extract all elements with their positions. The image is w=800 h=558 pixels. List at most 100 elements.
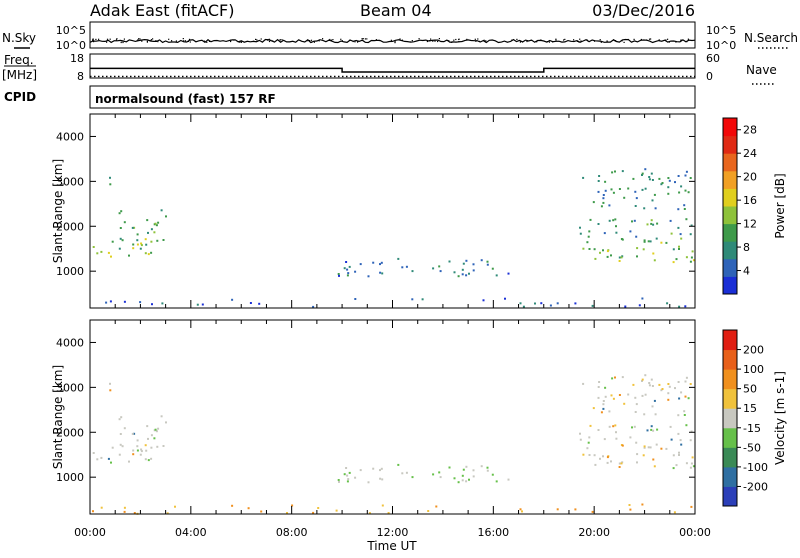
velocity-echo-cell [465, 480, 468, 483]
power-echo-cell [683, 208, 686, 210]
velocity-echo-cell [166, 512, 169, 515]
velocity-colorbar-swatch [723, 447, 737, 468]
noise-search-dot [146, 40, 148, 42]
velocity-echo-cell [634, 396, 637, 399]
power-echo-cell [612, 219, 615, 222]
velocity-echo-cell [346, 480, 349, 483]
noise-search-dot [477, 38, 479, 40]
power-echo-cell [643, 239, 646, 242]
power-echo-cell [196, 303, 199, 306]
noise-search-dot [168, 38, 170, 40]
velocity-echo-cell [111, 446, 114, 449]
power-echo-cell [472, 263, 475, 266]
velocity-echo-cell [343, 473, 346, 476]
velocity-echo-cell [140, 450, 143, 453]
power-echo-cell [594, 257, 597, 260]
velocity-echo-cell [432, 473, 435, 476]
power-echo-cell [597, 223, 600, 225]
power-echo-cell [128, 254, 130, 257]
noise-search-dot [411, 40, 413, 42]
noise-search-dot [599, 39, 601, 41]
noise-search-dot [555, 38, 557, 40]
noise-search-dot [95, 38, 97, 40]
noise-search-dot [155, 40, 157, 42]
power-echo-cell [591, 304, 594, 307]
noise-search-dot [646, 39, 648, 41]
velocity-echo-cell [689, 466, 692, 469]
power-echo-cell [614, 170, 616, 173]
power-echo-cell [155, 224, 158, 227]
power-echo-cell [653, 193, 656, 196]
power-echo-cell [644, 168, 647, 171]
noise-search-dot [438, 38, 440, 40]
noise-search-dot [122, 41, 124, 44]
noise-search-dot [640, 38, 642, 41]
velocity-echo-cell [347, 478, 350, 481]
power-echo-cell [491, 267, 494, 270]
power-echo-cell [347, 272, 350, 275]
noise-search-dot [552, 41, 554, 43]
velocity-colorbar-tick-label: -100 [743, 461, 768, 474]
velocity-echo-cell [131, 432, 134, 435]
power-colorbar-tick-label: 8 [743, 241, 750, 254]
velocity-echo-cell [632, 383, 635, 386]
power-echo-cell [668, 179, 671, 182]
noise-search-dot [330, 39, 332, 41]
power-echo-cell [405, 265, 408, 268]
power-echo-cell [111, 240, 114, 243]
velocity-echo-cell [144, 444, 147, 447]
power-echo-cell [146, 219, 149, 222]
noise-search-dot [253, 40, 255, 42]
velocity-echo-cell [602, 455, 604, 458]
power-echo-cell [160, 209, 163, 212]
velocity-echo-cell [653, 465, 656, 468]
power-echo-cell [150, 240, 153, 243]
power-echo-cell [379, 263, 381, 266]
noise-search-dot [149, 40, 151, 42]
date-title: 03/Dec/2016 [592, 1, 695, 20]
velocity-echo-cell [591, 510, 594, 513]
power-echo-cell [150, 251, 153, 254]
velocity-colorbar-frame [722, 329, 738, 507]
power-echo-cell [666, 302, 669, 305]
velocity-echo-cell [110, 461, 112, 464]
velocity-echo-cell [247, 507, 250, 510]
power-colorbar-swatch [723, 276, 737, 295]
power-echo-cell [602, 194, 605, 196]
power-echo-cell [677, 226, 680, 229]
power-echo-cell [614, 218, 617, 221]
power-echo-cell [633, 219, 636, 222]
velocity-echo-cell [144, 458, 147, 461]
velocity-echo-cell [457, 481, 460, 484]
noise-search-dot [268, 40, 271, 43]
noise-search-dot [240, 41, 242, 43]
power-echo-cell [627, 187, 630, 190]
noise-search-dot [511, 39, 513, 41]
velocity-echo-cell [156, 445, 159, 448]
power-echo-cell [131, 226, 134, 229]
noise-search-dot [516, 38, 518, 40]
noise-search-dot [675, 41, 677, 43]
velocity-echo-cell [586, 447, 589, 450]
velocity-echo-cell [648, 384, 651, 387]
power-echo-cell [665, 241, 668, 244]
noise-search-dot [458, 38, 460, 40]
noise-search-dot [600, 41, 602, 43]
power-echo-cell [401, 266, 404, 269]
velocity-echo-cell [588, 436, 591, 439]
noise-search-dot [375, 39, 377, 41]
noise-search-dot [136, 40, 138, 42]
noise-search-dot [279, 40, 281, 42]
velocity-echo-cell [641, 380, 643, 382]
velocity-echo-cell [641, 503, 644, 506]
velocity-colorbar-swatch [723, 349, 737, 370]
velocity-ytick-label: 1000 [56, 471, 84, 484]
noise-search-dot [394, 42, 396, 44]
velocity-echo-cell [635, 403, 638, 406]
velocity-echo-cell [435, 505, 438, 508]
velocity-echo-cell [629, 436, 632, 439]
power-echo-cell [465, 274, 468, 277]
velocity-colorbar-swatch [723, 466, 737, 487]
velocity-echo-cell [92, 452, 95, 454]
